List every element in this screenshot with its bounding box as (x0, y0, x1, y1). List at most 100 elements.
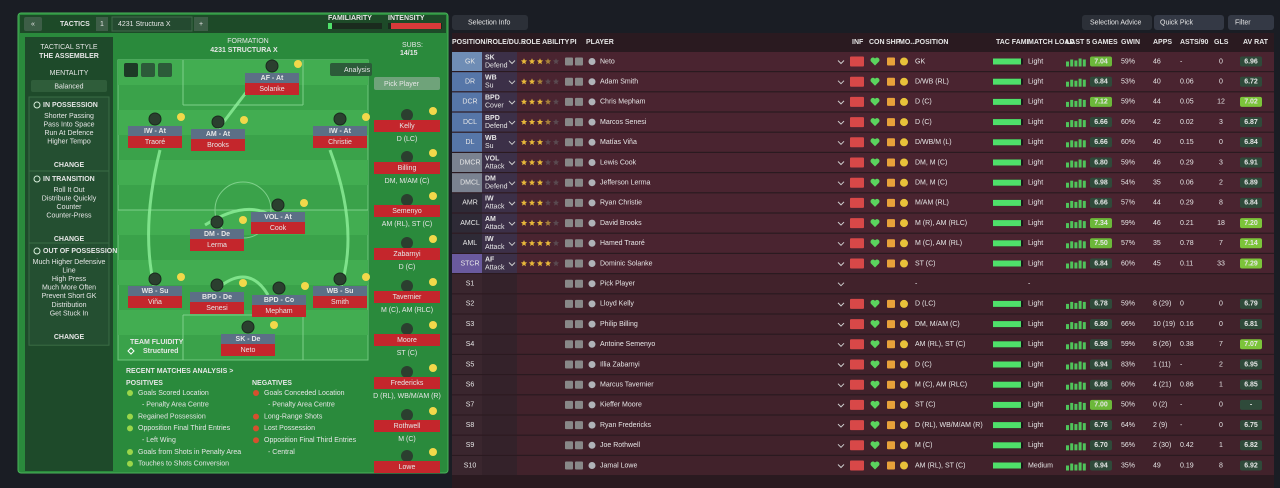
player-dropdown[interactable] (837, 363, 845, 368)
player-role[interactable]: AM - At (206, 131, 231, 138)
column-header[interactable]: GWIN (1121, 39, 1140, 46)
bench-name[interactable]: Zabarnyi (393, 251, 421, 258)
column-header[interactable]: ASTS/90 (1180, 39, 1209, 46)
role-box[interactable] (190, 229, 244, 239)
change-button[interactable]: CHANGE (54, 334, 85, 341)
role-dropdown[interactable] (508, 201, 516, 206)
add-button[interactable] (194, 17, 208, 31)
player-name[interactable]: Traoré (145, 139, 165, 146)
role-box[interactable] (191, 129, 245, 139)
role-box[interactable] (313, 286, 367, 296)
role-box[interactable] (221, 334, 275, 344)
add-label[interactable]: + (199, 21, 203, 28)
player-name[interactable]: Christie (328, 139, 352, 146)
player-dropdown[interactable] (837, 322, 845, 327)
player-dropdown[interactable] (837, 161, 845, 166)
row-player[interactable]: Lewis Cook (600, 159, 637, 166)
filter-button[interactable] (1228, 15, 1274, 30)
player-role[interactable]: IW - At (144, 128, 167, 135)
column-header[interactable]: INF (852, 39, 864, 46)
row-player[interactable]: Pick Player (600, 281, 636, 288)
filter[interactable]: Filter (1235, 19, 1251, 26)
column-header[interactable]: PI (570, 39, 577, 46)
name-box[interactable] (313, 136, 367, 148)
bench-name[interactable]: Tavernier (393, 294, 422, 301)
player-dropdown[interactable] (837, 221, 845, 226)
view-toggle[interactable] (124, 63, 138, 77)
name-box[interactable] (245, 83, 299, 95)
tactic-select[interactable] (111, 16, 193, 32)
player-dropdown[interactable] (837, 100, 845, 105)
analysis-title[interactable]: RECENT MATCHES ANALYSIS > (126, 368, 233, 375)
column-header[interactable]: MO... (899, 39, 916, 46)
player-dropdown[interactable] (837, 120, 845, 125)
name-box[interactable] (190, 302, 244, 314)
role-dropdown[interactable] (508, 161, 516, 166)
row-player[interactable]: Illia Zabarnyi (600, 361, 640, 368)
player-name[interactable]: Brooks (207, 142, 229, 149)
player-role[interactable]: AF - At (261, 75, 284, 82)
role-dropdown[interactable] (508, 60, 516, 65)
role-dropdown[interactable] (508, 140, 516, 146)
player-dropdown[interactable] (837, 181, 845, 186)
role-box[interactable] (251, 212, 305, 222)
selection-info-button[interactable] (452, 15, 528, 30)
row-player[interactable]: Dominic Solanke (600, 260, 653, 267)
bench-name-box[interactable] (374, 120, 440, 132)
row-player[interactable]: Marcus Tavernier (600, 382, 654, 389)
row-player[interactable]: Hamed Traoré (600, 240, 645, 247)
name-box[interactable] (221, 344, 275, 356)
player-role[interactable]: WB - Su (327, 288, 354, 295)
player-dropdown[interactable] (837, 302, 845, 307)
row-player[interactable]: Jamal Lowe (600, 462, 637, 469)
row-player[interactable]: Marcos Senesi (600, 119, 647, 126)
role-dropdown[interactable] (508, 100, 516, 105)
player-role[interactable]: BPD - De (202, 294, 232, 301)
player-dropdown[interactable] (837, 423, 845, 428)
player-dropdown[interactable] (837, 140, 845, 146)
formation-name[interactable]: 4231 STRUCTURA X (210, 47, 278, 54)
change-button[interactable]: CHANGE (54, 162, 85, 169)
role-dropdown[interactable] (508, 80, 516, 85)
row-player[interactable]: Neto (600, 58, 615, 65)
player-dropdown[interactable] (837, 282, 845, 287)
bench-name[interactable]: Kelly (399, 123, 415, 130)
selection-advice[interactable]: Selection Advice (1090, 19, 1141, 26)
back-button[interactable] (24, 17, 42, 31)
name-box[interactable] (128, 296, 182, 308)
player-dropdown[interactable] (837, 342, 845, 348)
column-header[interactable]: CON (869, 39, 885, 46)
selection-info[interactable]: Selection Info (468, 19, 511, 26)
analysis-button[interactable] (330, 63, 372, 76)
name-box[interactable] (313, 296, 367, 308)
table-row[interactable] (452, 274, 1274, 294)
column-header[interactable]: SHP (886, 39, 901, 46)
player-dropdown[interactable] (837, 262, 845, 267)
row-player[interactable]: David Brooks (600, 220, 642, 227)
player-dropdown[interactable] (837, 443, 845, 449)
pick-player-box[interactable] (374, 77, 440, 90)
row-player[interactable]: Antoine Semenyo (600, 341, 655, 348)
role-box[interactable] (190, 292, 244, 302)
name-box[interactable] (128, 136, 182, 148)
row-player[interactable]: Kieffer Moore (600, 402, 642, 409)
column-header[interactable]: GLS (1214, 39, 1229, 46)
column-header[interactable]: PLAYER (586, 39, 614, 46)
player-name[interactable]: Viña (148, 299, 162, 306)
mentality-select[interactable] (31, 80, 107, 92)
bench-name-box[interactable] (374, 377, 440, 389)
bench-name[interactable]: Semenyo (392, 208, 422, 215)
analysis-label[interactable]: Analysis (344, 67, 371, 74)
player-dropdown[interactable] (837, 201, 845, 206)
bench-name[interactable]: Moore (397, 337, 417, 344)
row-player[interactable]: Ryan Fredericks (600, 422, 651, 429)
bench-name-box[interactable] (374, 420, 440, 432)
player-role[interactable]: DM - De (204, 231, 230, 238)
bench-name[interactable]: Fredericks (391, 380, 424, 387)
role-box[interactable] (245, 73, 299, 83)
role-box[interactable] (128, 286, 182, 296)
player-name[interactable]: Lerma (207, 242, 227, 249)
bench-name-box[interactable] (374, 248, 440, 260)
column-header[interactable]: LAST 5 GAMES (1066, 39, 1118, 46)
row-player[interactable]: Joe Rothwell (600, 442, 641, 449)
